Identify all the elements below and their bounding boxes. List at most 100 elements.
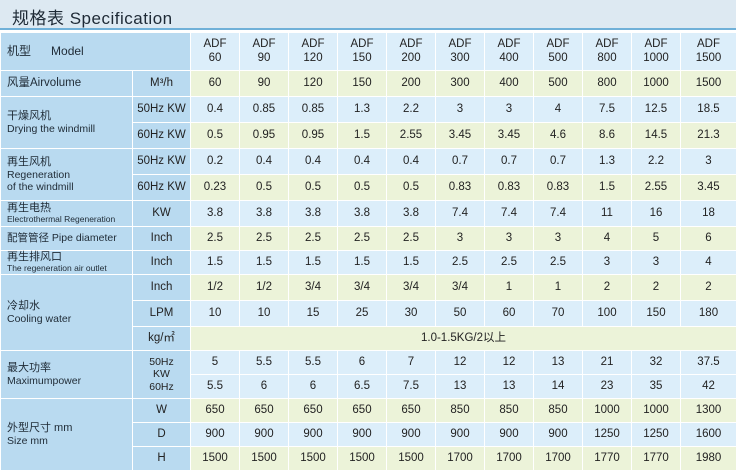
value-cell: 1500 — [289, 447, 338, 471]
value-cell: 4.6 — [534, 123, 583, 149]
model-name-cell: ADF 150 — [338, 33, 387, 71]
cooling-inch-unit: Inch — [133, 275, 191, 301]
value-cell: 150 — [632, 301, 681, 327]
value-cell: 3.8 — [240, 201, 289, 227]
value-cell: 0.5 — [191, 123, 240, 149]
value-cell: 400 — [485, 71, 534, 97]
value-cell: 3 — [485, 97, 534, 123]
value-cell: 3.45 — [436, 123, 485, 149]
value-cell: 6 — [289, 375, 338, 399]
regen-label-cn: 再生风机 — [7, 156, 132, 169]
value-cell: 900 — [338, 423, 387, 447]
value-cell: 1/2 — [240, 275, 289, 301]
value-cell: 0.95 — [240, 123, 289, 149]
value-cell: 35 — [632, 375, 681, 399]
value-cell: 500 — [534, 71, 583, 97]
drying-50-unit: 50Hz KW — [133, 97, 191, 123]
value-cell: 800 — [583, 71, 632, 97]
value-cell: 3 — [485, 227, 534, 251]
value-cell: 10 — [191, 301, 240, 327]
value-cell: 13 — [485, 375, 534, 399]
value-cell: 13 — [436, 375, 485, 399]
value-cell: 1300 — [681, 399, 736, 423]
value-cell: 25 — [338, 301, 387, 327]
pipe-unit: Inch — [133, 227, 191, 251]
value-cell: 1500 — [338, 447, 387, 471]
value-cell: 5.5 — [289, 351, 338, 375]
model-label: 机型 Model — [1, 33, 191, 71]
value-cell: 2.5 — [436, 251, 485, 275]
value-cell: 2.5 — [485, 251, 534, 275]
value-cell: 1700 — [485, 447, 534, 471]
maxpower-hz60: 60Hz — [133, 381, 190, 393]
value-cell: 0.7 — [436, 149, 485, 175]
value-cell: 6 — [681, 227, 736, 251]
value-cell: 3 — [436, 227, 485, 251]
value-cell: 3/4 — [289, 275, 338, 301]
value-cell: 3 — [534, 227, 583, 251]
value-cell: 0.4 — [289, 149, 338, 175]
heater-label-en: Electrothermal Regeneration — [7, 215, 132, 225]
regen-label-en1: Regeneration — [7, 169, 132, 181]
value-cell: 0.83 — [436, 175, 485, 201]
value-cell: 850 — [485, 399, 534, 423]
value-cell: 1/2 — [191, 275, 240, 301]
model-name-cell: ADF 800 — [583, 33, 632, 71]
value-cell: 7.4 — [485, 201, 534, 227]
value-cell: 3/4 — [387, 275, 436, 301]
value-cell: 650 — [338, 399, 387, 423]
value-cell: 1700 — [534, 447, 583, 471]
value-cell: 12.5 — [632, 97, 681, 123]
value-cell: 3/4 — [338, 275, 387, 301]
value-cell: 7.5 — [387, 375, 436, 399]
value-cell: 2.5 — [191, 227, 240, 251]
value-cell: 15 — [289, 301, 338, 327]
value-cell: 4 — [681, 251, 736, 275]
value-cell: 0.4 — [338, 149, 387, 175]
value-cell: 3 — [436, 97, 485, 123]
value-cell: 0.83 — [534, 175, 583, 201]
value-cell: 1 — [534, 275, 583, 301]
value-cell: 1000 — [632, 399, 681, 423]
value-cell: 2 — [583, 275, 632, 301]
value-cell: 1.5 — [338, 123, 387, 149]
value-cell: 5 — [191, 351, 240, 375]
value-cell: 0.4 — [191, 97, 240, 123]
page-title: 规格表 Specification — [12, 4, 173, 29]
size-d-unit: D — [133, 423, 191, 447]
value-cell: 1700 — [436, 447, 485, 471]
value-cell: 1500 — [681, 71, 736, 97]
value-cell: 0.4 — [387, 149, 436, 175]
value-cell: 37.5 — [681, 351, 736, 375]
value-cell: 1.5 — [387, 251, 436, 275]
value-cell: 2.5 — [387, 227, 436, 251]
value-cell: 900 — [387, 423, 436, 447]
value-cell: 6.5 — [338, 375, 387, 399]
pipe-label: 配管管径 Pipe diameter — [1, 227, 133, 251]
value-cell: 1500 — [240, 447, 289, 471]
value-cell: 900 — [191, 423, 240, 447]
value-cell: 1250 — [583, 423, 632, 447]
value-cell: 2 — [632, 275, 681, 301]
value-cell: 50 — [436, 301, 485, 327]
model-name-cell: ADF 500 — [534, 33, 583, 71]
model-name-cell: ADF 1000 — [632, 33, 681, 71]
value-cell: 60 — [191, 71, 240, 97]
value-cell: 0.5 — [387, 175, 436, 201]
value-cell: 1.5 — [583, 175, 632, 201]
value-cell: 14.5 — [632, 123, 681, 149]
value-cell: 16 — [632, 201, 681, 227]
value-cell: 1000 — [632, 71, 681, 97]
value-cell: 3/4 — [436, 275, 485, 301]
value-cell: 42 — [681, 375, 736, 399]
value-cell: 650 — [191, 399, 240, 423]
value-cell: 200 — [387, 71, 436, 97]
value-cell: 180 — [681, 301, 736, 327]
